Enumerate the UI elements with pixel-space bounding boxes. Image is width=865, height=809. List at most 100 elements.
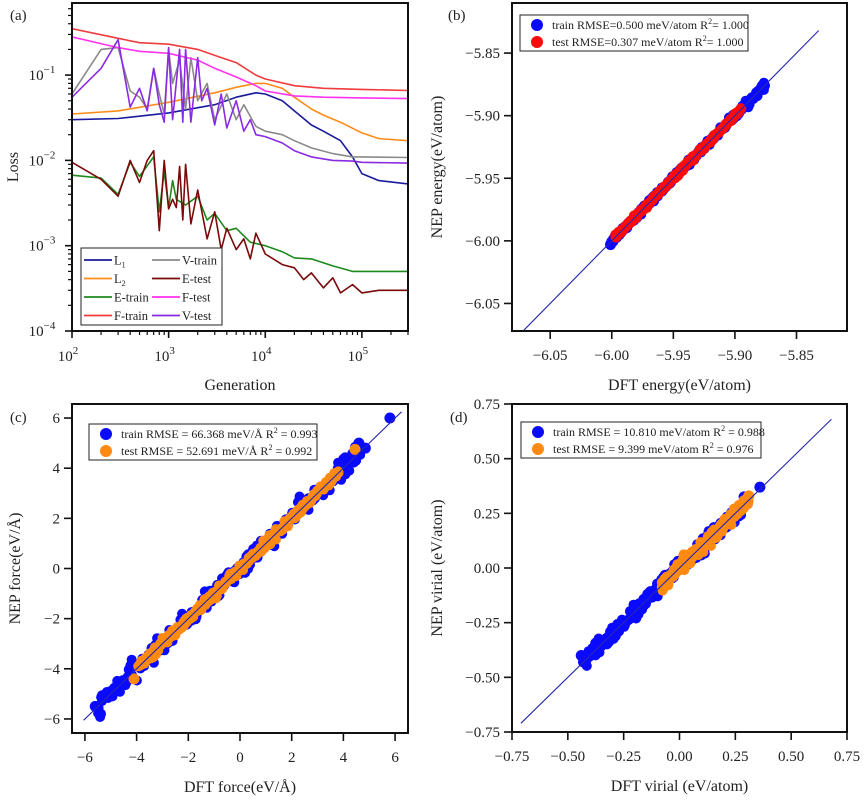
tick-exp: −2: [44, 149, 56, 161]
panel-label: (c): [10, 410, 27, 426]
y-tick-label: 0.75: [474, 397, 500, 413]
x-tick-label: 103: [154, 345, 175, 365]
legend-label: train RMSE = 10.810 meV/atom R2 = 0.988: [553, 424, 765, 439]
legend-sup: 2: [268, 443, 272, 452]
legend-box: [519, 14, 749, 52]
tick-exp: 4: [266, 345, 272, 357]
tick-base: 10: [29, 68, 44, 84]
series-line-f-test: [72, 36, 408, 100]
legend-label: train RMSE=0.500 meV/atom R2= 1.000: [552, 17, 749, 32]
y-tick-label: −6.05: [465, 296, 500, 312]
y-tick-label: 4: [53, 461, 61, 477]
legend-sup: 2: [708, 17, 712, 26]
legend-main: test RMSE=0.307 meV/atom R: [552, 35, 703, 49]
x-tick-label: −0.75: [495, 749, 530, 765]
legend-marker: [100, 445, 112, 457]
series-line-v-test: [72, 38, 408, 164]
x-tick-label: −5.90: [718, 348, 753, 364]
y-tick-label: −5.90: [465, 109, 500, 125]
data-point: [344, 465, 355, 476]
y-axis-label: Loss: [5, 152, 22, 182]
legend-main: test RMSE = 9.399 meV/atom R: [553, 442, 710, 456]
series-line-e-test: [72, 149, 408, 294]
series-line-e-train: [72, 156, 408, 273]
legend-marker: [532, 426, 544, 438]
legend-tail: = 1.000: [707, 35, 744, 49]
legend-tail: = 0.992: [272, 444, 312, 458]
data-point: [349, 443, 361, 455]
x-tick-label: 104: [251, 345, 272, 365]
y-tick-label: 0.00: [474, 561, 500, 577]
legend-sup: 2: [710, 441, 714, 450]
tick-exp: −4: [44, 320, 56, 332]
x-tick-label: 0: [236, 750, 244, 766]
legend-label: F-train: [114, 309, 149, 323]
tick-base: 10: [251, 349, 266, 365]
x-tick-label: −6.05: [533, 348, 568, 364]
panel-label: (a): [10, 8, 27, 24]
legend-sub: 2: [122, 279, 126, 288]
tick-exp: 3: [169, 345, 175, 357]
y-tick-label: −6: [44, 712, 60, 728]
legend-main: train RMSE = 66.368 meV/Å R: [121, 427, 274, 441]
y-tick-label: −0.50: [465, 670, 500, 686]
legend-label: V-test: [182, 309, 212, 323]
tick-exp: 5: [363, 345, 369, 357]
data-point: [704, 136, 716, 148]
legend-box: [520, 421, 762, 459]
x-axis-label: Generation: [204, 377, 275, 394]
legend-tail: = 0.976: [714, 442, 754, 456]
x-axis-label: DFT virial (eV/atom): [611, 778, 748, 795]
legend-marker: [100, 428, 112, 440]
series-line-l1: [72, 92, 408, 185]
y-axis-label: NEP energy(eV/atom): [429, 96, 446, 239]
y-tick-label: 0.25: [474, 506, 500, 522]
legend-label: test RMSE = 9.399 meV/atom R2 = 0.976: [553, 441, 754, 456]
legend-label: F-test: [182, 291, 211, 305]
data-point: [743, 490, 755, 502]
legend-tail: = 0.988: [725, 425, 765, 439]
y-tick-label: 10−4: [29, 320, 56, 340]
x-tick-label: −5.95: [656, 348, 691, 364]
legend-label: L1: [114, 254, 126, 270]
tick-base: 10: [348, 349, 363, 365]
y-tick-label: −2: [44, 612, 60, 628]
x-axis-label: DFT force(eV/Å): [184, 778, 296, 796]
legend-label: V-train: [182, 254, 218, 268]
legend-sub: 1: [122, 261, 126, 270]
axes-frame: [511, 2, 848, 332]
legend-main: L: [114, 254, 122, 268]
x-tick-label: 6: [391, 750, 399, 766]
panel-label: (d): [450, 410, 468, 426]
x-tick-label: −6.00: [594, 348, 629, 364]
x-tick-label: 105: [348, 345, 369, 365]
data-point: [754, 481, 766, 493]
tick-base: 10: [29, 239, 44, 255]
legend-main: test RMSE = 52.691 meV/Å R: [121, 444, 268, 458]
tick-base: 10: [29, 324, 44, 340]
x-tick-label: −4: [129, 750, 145, 766]
y-tick-label: −0.25: [465, 616, 500, 632]
legend-sup: 2: [721, 424, 725, 433]
legend-sup: 2: [274, 426, 278, 435]
tick-base: 10: [58, 349, 73, 365]
panel-a: 102 103 104 10510−410−310−210−1GenerationLo…: [5, 2, 409, 394]
legend-label: test RMSE=0.307 meV/atom R2= 1.000: [552, 34, 744, 49]
plot-area: [72, 27, 408, 294]
panel-b: −6.05 −6.00 −5.95 −5.90 −5.85 −6.05 −6.00 −5.95…: [429, 2, 848, 394]
legend: train RMSE = 10.810 meV/atom R2 = 0.988t…: [520, 421, 765, 459]
legend-sup: 2: [703, 34, 707, 43]
y-tick-label: 10−3: [29, 235, 56, 255]
data-point: [678, 549, 690, 561]
tick-exp: −3: [44, 235, 56, 247]
tick-exp: −1: [44, 64, 56, 76]
legend: train RMSE = 66.368 meV/Å R2 = 0.993test…: [88, 423, 318, 461]
series-line-f-train: [72, 27, 408, 92]
legend-main: E-test: [182, 272, 212, 286]
legend-tail: = 1.000: [712, 18, 749, 32]
legend-main: train RMSE = 10.810 meV/atom R: [553, 425, 721, 439]
diagonal-line: [522, 30, 820, 332]
y-tick-label: −5.95: [465, 171, 500, 187]
